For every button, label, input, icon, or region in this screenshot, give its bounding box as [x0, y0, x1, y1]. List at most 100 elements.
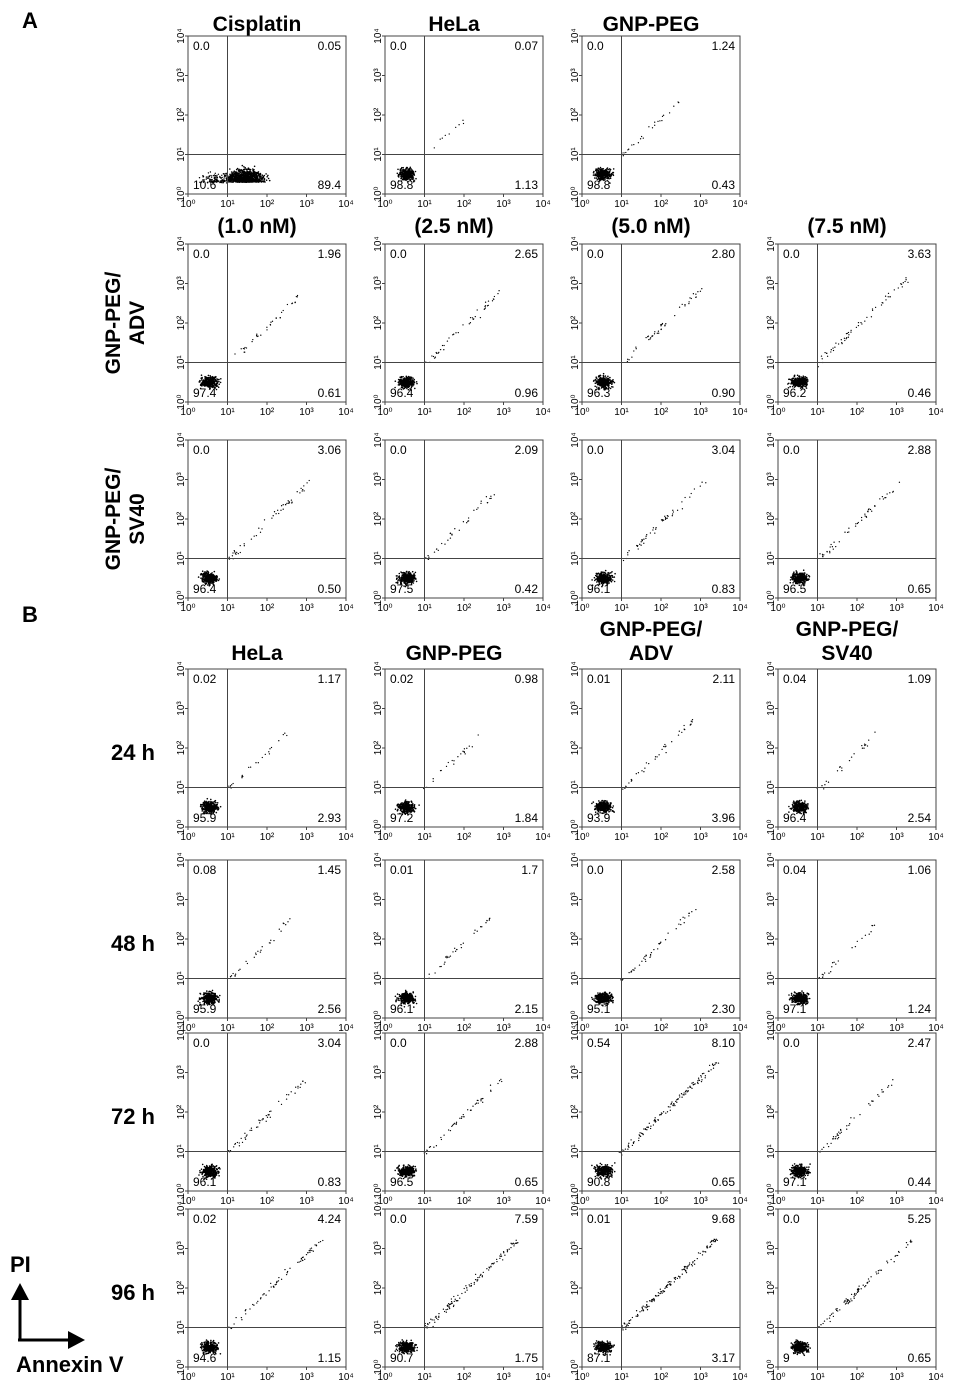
event-dot [398, 576, 400, 578]
event-dot [252, 168, 254, 170]
y-tick-label: 10¹ [570, 147, 581, 162]
event-dot [795, 576, 797, 578]
y-tick-label: 10³ [766, 276, 777, 291]
event-dot [252, 172, 255, 175]
event-dot [672, 511, 675, 513]
event-dot [606, 575, 608, 577]
quadrant-ll-value: 98.8 [587, 178, 611, 192]
event-dot [207, 374, 210, 377]
event-dot [864, 320, 866, 322]
event-dot [855, 326, 858, 329]
event-dot [413, 380, 415, 383]
event-dot [409, 166, 412, 169]
event-dot [221, 174, 223, 176]
event-dot [282, 309, 284, 312]
y-tick-label: 10³ [176, 276, 187, 291]
event-dot [248, 171, 250, 173]
event-dot [406, 571, 408, 573]
event-dot [253, 165, 256, 168]
event-dot [458, 124, 460, 126]
event-dot [639, 543, 641, 545]
event-dot [236, 174, 239, 177]
y-tick-label: 10⁴ [570, 28, 581, 43]
event-dot [228, 178, 230, 181]
y-tick-label: 10⁰ [570, 186, 581, 201]
event-dot [405, 169, 407, 172]
event-dot [213, 575, 216, 577]
event-dot [830, 543, 832, 546]
event-dot [402, 169, 405, 171]
event-dot [834, 346, 836, 348]
event-dot [410, 383, 412, 386]
event-dot [471, 317, 474, 319]
event-dot [233, 551, 236, 553]
event-dot [215, 578, 217, 581]
event-dot [201, 376, 203, 379]
event-dot [246, 181, 249, 183]
event-dot [646, 534, 648, 536]
event-dot [645, 336, 647, 339]
quadrant-ul-value: 0.0 [587, 443, 604, 457]
event-dot [409, 378, 412, 381]
event-dot [219, 175, 221, 178]
event-dot [596, 381, 599, 383]
quadrant-ul-value: 0.0 [193, 443, 210, 457]
event-dot [428, 556, 430, 558]
event-dot [793, 374, 796, 377]
event-dot [480, 502, 482, 505]
quadrant-ul-value: 0.0 [587, 247, 604, 261]
event-dot [408, 378, 410, 381]
event-dot [400, 381, 403, 384]
x-tick-label: 10⁴ [928, 407, 943, 418]
event-dot [249, 170, 251, 173]
event-dots [396, 119, 465, 183]
event-dot [658, 332, 660, 334]
event-dot [235, 553, 237, 555]
y-tick-label: 10³ [570, 276, 581, 291]
event-dots [198, 294, 299, 391]
x-tick-label: 10² [457, 199, 472, 210]
event-dot [794, 573, 796, 575]
event-dot [403, 578, 406, 580]
x-tick-label: 10¹ [614, 603, 629, 614]
event-dot [600, 574, 602, 576]
event-dot [253, 535, 255, 537]
event-dot [225, 180, 227, 182]
event-dot [701, 288, 703, 290]
event-dot [595, 174, 598, 176]
event-dot [869, 508, 872, 511]
event-dot [210, 380, 213, 382]
event-dot [651, 127, 654, 129]
event-dot [879, 498, 881, 500]
event-dot [262, 181, 265, 183]
event-dot [265, 179, 268, 181]
event-dot [256, 172, 258, 175]
y-tick-label: 10³ [373, 276, 384, 291]
event-dot [902, 282, 904, 284]
event-dot [603, 377, 606, 380]
event-dot [240, 348, 242, 350]
event-dot [210, 174, 212, 177]
x-tick-label: 10⁴ [338, 199, 353, 210]
event-dot [257, 174, 260, 176]
event-dot [210, 377, 212, 379]
event-dot [213, 570, 216, 573]
event-dot [273, 511, 276, 513]
event-dot [606, 573, 609, 576]
event-dot [829, 552, 831, 554]
x-tick-label: 10⁴ [535, 603, 550, 614]
x-tick-label: 10³ [299, 199, 314, 210]
event-dot [212, 175, 214, 177]
quadrant-lr-value: 0.90 [712, 386, 736, 400]
event-dot [200, 181, 202, 184]
event-dot [280, 509, 282, 511]
event-dot [699, 485, 701, 487]
event-dot [688, 301, 690, 303]
event-dot [608, 174, 611, 177]
y-tick-label: 10¹ [570, 551, 581, 566]
event-dot [277, 509, 279, 511]
quadrant-ll-value: 96.4 [390, 386, 414, 400]
event-dot [806, 383, 808, 386]
event-dot [794, 382, 796, 384]
event-dots [395, 494, 495, 588]
